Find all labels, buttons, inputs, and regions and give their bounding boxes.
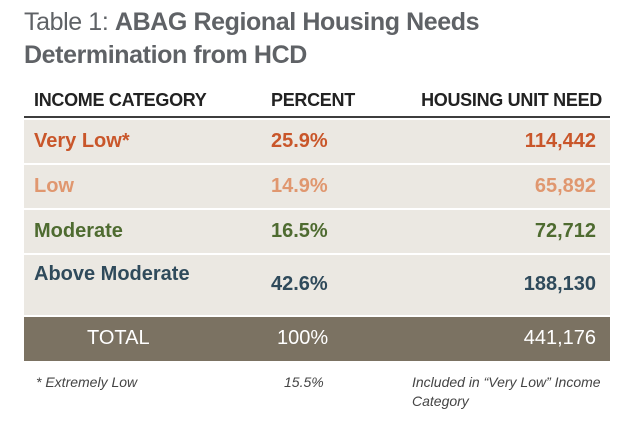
footnote-category: * Extremely Low xyxy=(36,374,138,390)
row-percent: 14.9% xyxy=(271,175,328,197)
table-title-main: ABAG Regional Housing Needs Determinatio… xyxy=(24,8,480,69)
row-percent: 25.9% xyxy=(271,130,328,152)
total-housing-need: 441,176 xyxy=(523,327,596,349)
header-housing-unit-need: HOUSING UNIT NEED xyxy=(421,90,602,110)
row-percent: 16.5% xyxy=(271,220,328,242)
table-total-row: TOTAL 100% 441,176 xyxy=(24,317,610,361)
row-housing-need: 188,130 xyxy=(523,273,596,295)
table-row-low: Low 14.9% 65,892 xyxy=(24,165,610,208)
table-header: INCOME CATEGORY PERCENT HOUSING UNIT NEE… xyxy=(24,86,610,118)
row-category: Very Low* xyxy=(34,130,130,152)
table-row-moderate: Moderate 16.5% 72,712 xyxy=(24,210,610,253)
footnote-housing-need: Included in “Very Low” Income Category xyxy=(412,374,601,409)
table-row-very-low: Very Low* 25.9% 114,442 xyxy=(24,120,610,163)
row-housing-need: 72,712 xyxy=(534,220,596,242)
row-category: Moderate xyxy=(34,220,123,242)
row-housing-need: 114,442 xyxy=(524,130,596,152)
table-title: Table 1: ABAG Regional Housing Needs Det… xyxy=(24,6,614,72)
total-label: TOTAL xyxy=(87,327,150,349)
table-row-above-moderate: Above Moderate 42.6% 188,130 xyxy=(24,255,610,315)
header-percent: PERCENT xyxy=(271,90,355,110)
row-category: Low xyxy=(34,175,74,197)
row-category: Above Moderate xyxy=(34,263,190,285)
row-housing-need: 65,892 xyxy=(534,175,596,197)
table-title-prefix: Table 1: xyxy=(24,8,115,36)
header-income-category: INCOME CATEGORY xyxy=(34,90,207,110)
row-percent: 42.6% xyxy=(271,273,328,295)
footnote-percent: 15.5% xyxy=(284,374,324,390)
total-percent: 100% xyxy=(277,327,329,349)
